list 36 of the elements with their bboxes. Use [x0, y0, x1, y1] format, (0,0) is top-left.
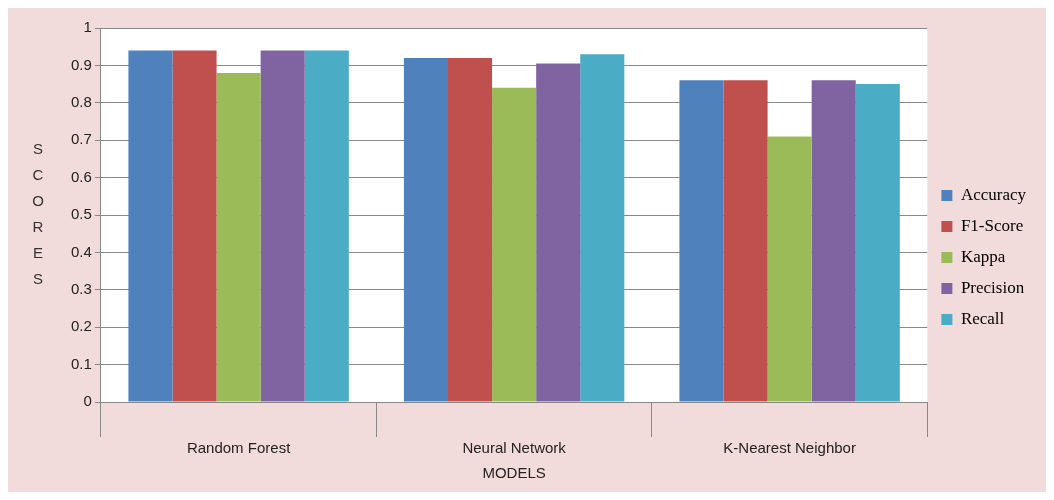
bar: [811, 80, 856, 402]
x-axis-title: MODELS: [482, 464, 546, 482]
y-tick-label: 1: [83, 18, 92, 36]
legend-label: Accuracy: [960, 184, 1027, 204]
bar: [536, 63, 581, 402]
bar: [403, 57, 448, 402]
bar: [216, 72, 261, 402]
y-tick-label: 0.3: [70, 279, 92, 297]
legend-label: Kappa: [960, 246, 1006, 266]
legend-label: Precision: [960, 277, 1025, 297]
bar: [855, 84, 900, 402]
bar: [172, 50, 217, 402]
y-tick-label: 0.2: [70, 317, 92, 335]
x-tick-label: Random Forest: [186, 439, 292, 457]
bar: [304, 50, 349, 402]
y-tick-label: 0: [83, 392, 92, 410]
legend-label: F1-Score: [960, 215, 1024, 235]
y-tick-label: 0.5: [70, 205, 92, 223]
bar: [492, 87, 537, 402]
y-tick-label: 0.6: [70, 167, 92, 185]
bar: [679, 80, 724, 402]
bar: [580, 54, 625, 402]
y-tick-label: 0.1: [70, 354, 92, 372]
legend-label: Recall: [960, 308, 1005, 328]
y-axis-title: SCORES: [32, 140, 44, 288]
y-tick-label: 0.8: [70, 92, 92, 110]
bar: [767, 136, 812, 402]
x-tick-label: K-Nearest Neighbor: [723, 439, 856, 457]
y-tick-label: 0.9: [70, 55, 92, 73]
bar: [260, 50, 305, 402]
bar: [723, 80, 768, 402]
x-tick-label: Neural Network: [462, 439, 567, 457]
y-tick-label: 0.7: [70, 130, 92, 148]
bar: [447, 57, 493, 402]
y-tick-label: 0.4: [70, 242, 92, 260]
bar: [128, 50, 173, 402]
